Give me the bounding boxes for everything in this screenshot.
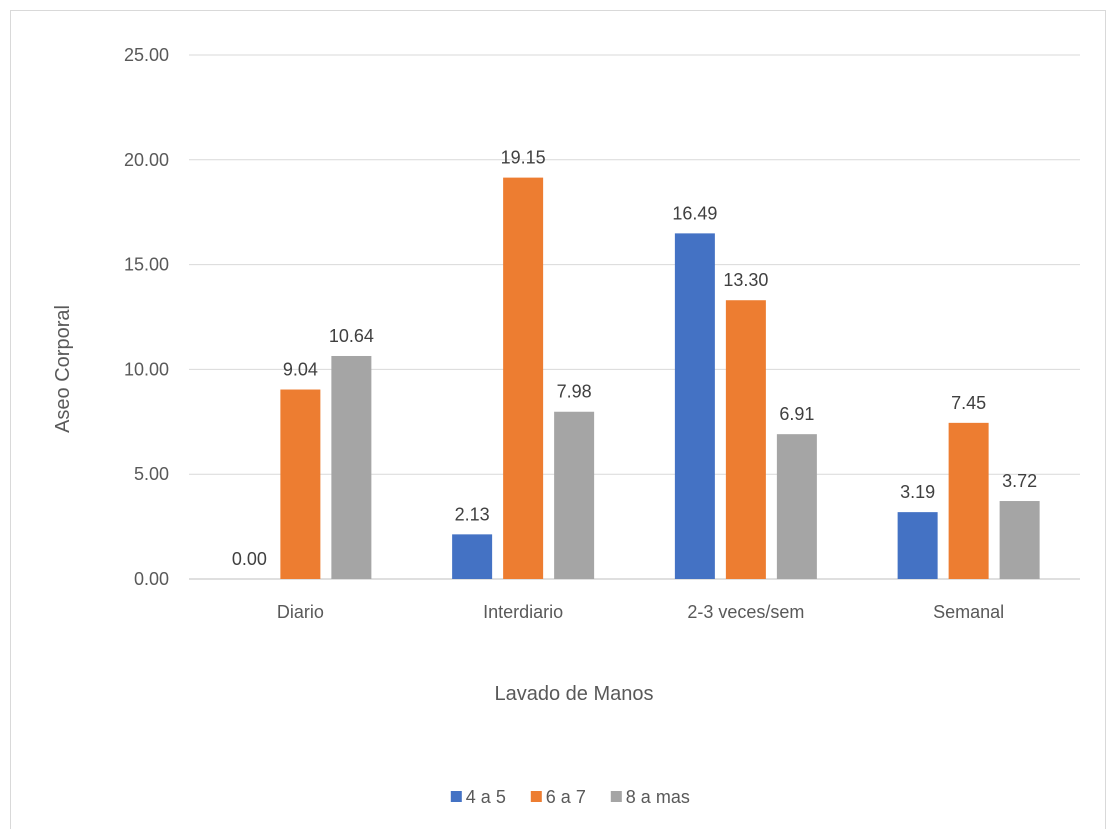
bar: [554, 411, 595, 579]
bars: [280, 177, 1040, 579]
y-tick-label: 5.00: [134, 464, 169, 484]
legend-swatch: [450, 791, 462, 802]
legend: 4 a 5 6 a 7 8 a mas: [450, 787, 690, 807]
x-axis-title: Lavado de Manos: [494, 683, 653, 705]
legend-swatch: [610, 791, 622, 802]
legend-label: 8 a mas: [626, 787, 690, 807]
legend-label: 4 a 5: [466, 787, 506, 807]
data-label: 10.64: [329, 326, 374, 346]
y-tick-label: 10.00: [124, 359, 169, 379]
data-labels: 0.00 9.04 10.64 2.13 19.15 7.98 16.49 13.30 6.91…: [232, 148, 1037, 569]
bar: [776, 434, 817, 579]
x-axis-categories: Diario Interdiario 2-3 veces/sem Semanal: [277, 602, 1004, 622]
bar: [725, 300, 766, 579]
y-axis-ticks: 0.00 5.00 10.00 15.00 20.00 25.00: [124, 45, 169, 589]
data-label: 3.72: [1002, 471, 1037, 491]
data-label: 13.30: [723, 270, 768, 290]
bar: [674, 233, 715, 579]
category-label: Interdiario: [483, 602, 563, 622]
gridlines: [189, 54, 1080, 580]
bar: [331, 355, 372, 579]
data-label: 16.49: [672, 203, 717, 223]
data-label: 2.13: [455, 504, 490, 524]
y-tick-label: 0.00: [134, 569, 169, 589]
category-label: 2-3 veces/sem: [687, 602, 804, 622]
data-label: 7.45: [951, 393, 986, 413]
data-label: 7.98: [557, 382, 592, 402]
y-tick-label: 15.00: [124, 255, 169, 275]
bar: [503, 177, 544, 579]
data-label: 9.04: [283, 360, 318, 380]
category-label: Diario: [277, 602, 324, 622]
legend-label: 6 a 7: [546, 787, 586, 807]
y-axis-title: Aseo Corporal: [52, 305, 74, 433]
category-label: Semanal: [933, 602, 1004, 622]
data-label: 6.91: [779, 404, 814, 424]
bar: [999, 501, 1040, 579]
data-label: 3.19: [900, 482, 935, 502]
y-tick-label: 25.00: [124, 45, 169, 65]
bar: [452, 534, 493, 579]
bar: [280, 389, 321, 579]
data-label: 0.00: [232, 549, 267, 569]
legend-swatch: [530, 791, 542, 802]
bar: [948, 422, 989, 579]
data-label: 19.15: [501, 148, 546, 168]
bar: [897, 512, 938, 579]
y-tick-label: 20.00: [124, 150, 169, 170]
